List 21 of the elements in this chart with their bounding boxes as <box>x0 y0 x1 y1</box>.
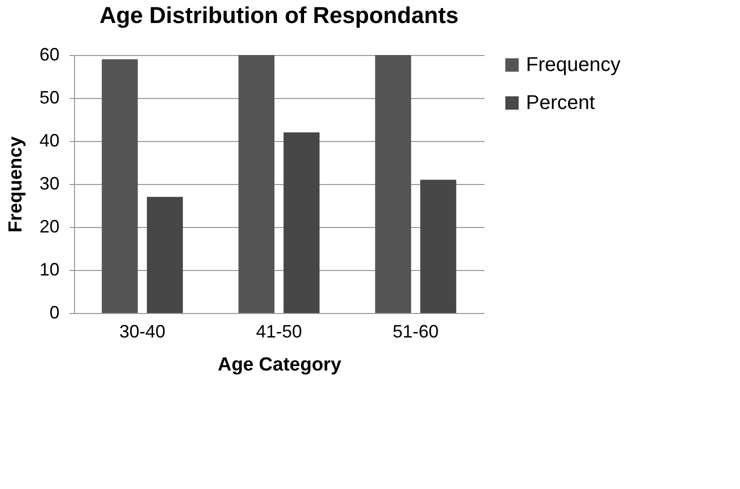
bar <box>238 55 274 313</box>
bar <box>146 196 183 313</box>
y-tick-label: 20 <box>39 216 60 236</box>
bar <box>284 132 320 313</box>
bar <box>375 55 412 313</box>
x-tick-label: 30-40 <box>119 322 166 342</box>
y-tick-label: 40 <box>39 130 60 150</box>
bar <box>102 59 138 313</box>
chart-title: Age Distribution of Respondants <box>99 2 459 28</box>
x-tick-label: 41-50 <box>256 322 302 342</box>
y-axis-title: Frequency <box>5 136 26 233</box>
y-tick-label: 30 <box>39 174 60 194</box>
x-axis-title: Age Category <box>218 354 342 376</box>
y-tick-label: 50 <box>39 88 60 108</box>
y-tick-label: 0 <box>49 302 60 322</box>
legend-label: Percent <box>526 92 596 114</box>
x-tick-label: 51-60 <box>392 322 439 342</box>
bar <box>420 180 456 313</box>
y-tick-label: 10 <box>39 260 60 280</box>
y-tick-label: 60 <box>39 44 60 64</box>
legend-label: Frequency <box>526 54 620 76</box>
